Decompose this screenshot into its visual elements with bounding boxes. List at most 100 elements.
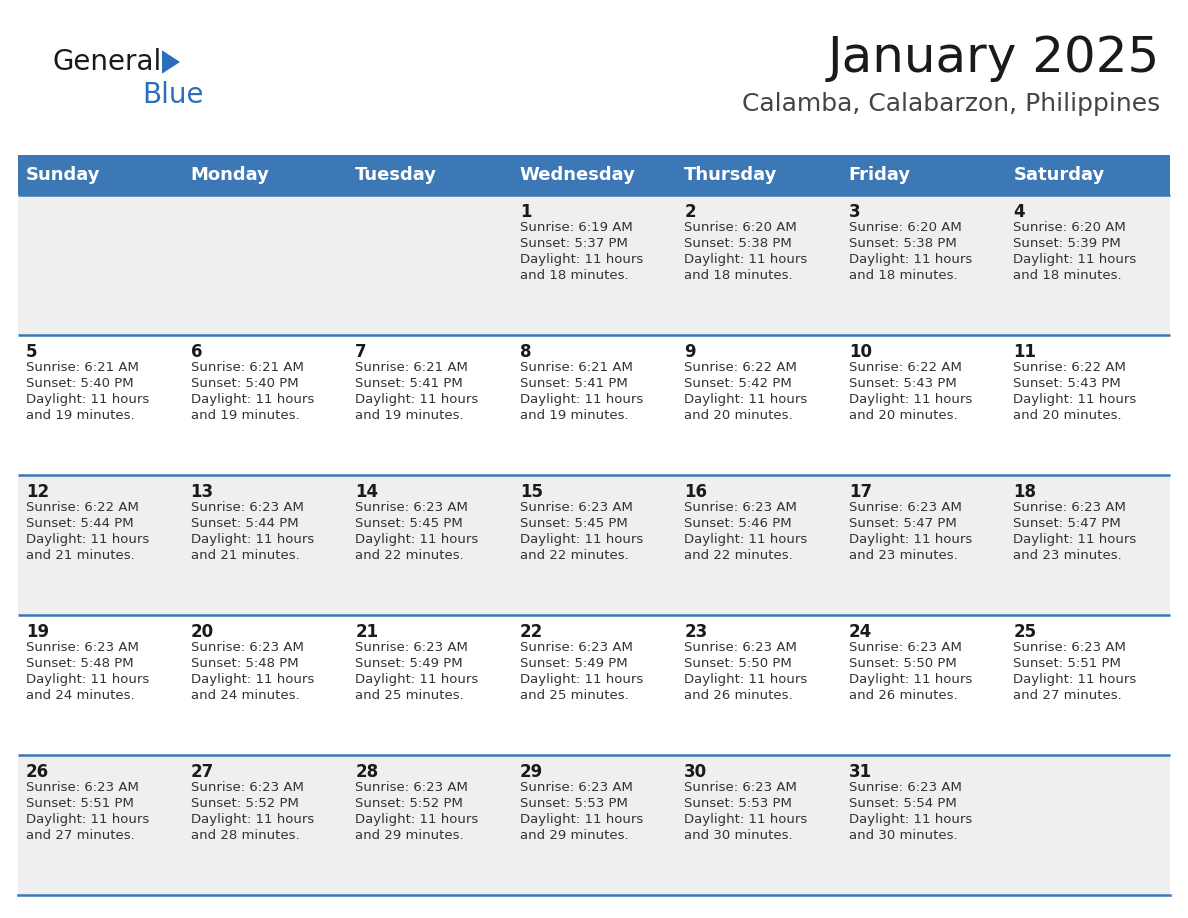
Text: Blue: Blue [143,81,203,109]
Text: Daylight: 11 hours: Daylight: 11 hours [190,813,314,826]
Text: Sunset: 5:54 PM: Sunset: 5:54 PM [849,797,956,810]
Text: Daylight: 11 hours: Daylight: 11 hours [849,533,972,546]
Text: Daylight: 11 hours: Daylight: 11 hours [355,533,479,546]
Text: Sunrise: 6:23 AM: Sunrise: 6:23 AM [519,781,632,794]
Text: Daylight: 11 hours: Daylight: 11 hours [849,393,972,406]
Text: Sunset: 5:40 PM: Sunset: 5:40 PM [26,377,133,390]
Text: and 19 minutes.: and 19 minutes. [190,409,299,422]
Text: Daylight: 11 hours: Daylight: 11 hours [355,673,479,686]
Text: Daylight: 11 hours: Daylight: 11 hours [26,533,150,546]
Text: Sunset: 5:52 PM: Sunset: 5:52 PM [190,797,298,810]
Text: Daylight: 11 hours: Daylight: 11 hours [1013,253,1137,266]
Text: Sunset: 5:50 PM: Sunset: 5:50 PM [849,657,956,670]
Text: Sunset: 5:51 PM: Sunset: 5:51 PM [26,797,134,810]
Text: 1: 1 [519,203,531,221]
Text: Wednesday: Wednesday [519,166,636,184]
Text: and 30 minutes.: and 30 minutes. [684,829,792,842]
Text: Sunset: 5:45 PM: Sunset: 5:45 PM [519,517,627,530]
Text: 2: 2 [684,203,696,221]
Text: and 20 minutes.: and 20 minutes. [849,409,958,422]
Text: and 18 minutes.: and 18 minutes. [684,269,792,282]
Text: 28: 28 [355,763,378,781]
Text: and 23 minutes.: and 23 minutes. [849,549,958,562]
Text: Daylight: 11 hours: Daylight: 11 hours [1013,673,1137,686]
Text: Sunset: 5:43 PM: Sunset: 5:43 PM [849,377,956,390]
Text: Sunrise: 6:22 AM: Sunrise: 6:22 AM [684,361,797,374]
Text: Sunday: Sunday [26,166,101,184]
Text: Sunset: 5:46 PM: Sunset: 5:46 PM [684,517,792,530]
Text: 23: 23 [684,623,708,641]
Text: Daylight: 11 hours: Daylight: 11 hours [849,253,972,266]
Text: and 24 minutes.: and 24 minutes. [26,689,134,702]
Text: 30: 30 [684,763,707,781]
Text: Daylight: 11 hours: Daylight: 11 hours [684,813,808,826]
Text: 7: 7 [355,343,367,361]
Text: Sunset: 5:50 PM: Sunset: 5:50 PM [684,657,792,670]
Text: Sunrise: 6:23 AM: Sunrise: 6:23 AM [849,641,962,654]
Text: 29: 29 [519,763,543,781]
Text: and 23 minutes.: and 23 minutes. [1013,549,1123,562]
Text: Sunrise: 6:23 AM: Sunrise: 6:23 AM [190,781,303,794]
Text: and 19 minutes.: and 19 minutes. [519,409,628,422]
Text: Sunset: 5:42 PM: Sunset: 5:42 PM [684,377,792,390]
Bar [676,155,841,195]
Text: 17: 17 [849,483,872,501]
Text: 14: 14 [355,483,378,501]
Text: Daylight: 11 hours: Daylight: 11 hours [26,393,150,406]
Text: Saturday: Saturday [1013,166,1105,184]
Text: Sunrise: 6:22 AM: Sunrise: 6:22 AM [1013,361,1126,374]
Text: Sunrise: 6:20 AM: Sunrise: 6:20 AM [684,221,797,234]
Text: Sunset: 5:51 PM: Sunset: 5:51 PM [1013,657,1121,670]
Text: and 18 minutes.: and 18 minutes. [1013,269,1121,282]
Text: Daylight: 11 hours: Daylight: 11 hours [1013,393,1137,406]
Text: Daylight: 11 hours: Daylight: 11 hours [519,393,643,406]
Text: Daylight: 11 hours: Daylight: 11 hours [849,813,972,826]
Bar [18,615,1170,755]
Text: and 30 minutes.: and 30 minutes. [849,829,958,842]
Text: Daylight: 11 hours: Daylight: 11 hours [190,393,314,406]
Text: Sunrise: 6:23 AM: Sunrise: 6:23 AM [190,501,303,514]
Bar [347,155,512,195]
Text: Monday: Monday [190,166,270,184]
Text: and 18 minutes.: and 18 minutes. [849,269,958,282]
Text: Sunrise: 6:23 AM: Sunrise: 6:23 AM [355,781,468,794]
Text: Sunrise: 6:23 AM: Sunrise: 6:23 AM [849,781,962,794]
Text: 19: 19 [26,623,49,641]
Bar [18,475,1170,615]
Text: and 27 minutes.: and 27 minutes. [26,829,134,842]
Text: General: General [52,48,162,76]
Text: Sunrise: 6:21 AM: Sunrise: 6:21 AM [26,361,139,374]
Text: Sunrise: 6:23 AM: Sunrise: 6:23 AM [519,501,632,514]
Text: and 22 minutes.: and 22 minutes. [684,549,794,562]
Text: Sunrise: 6:23 AM: Sunrise: 6:23 AM [849,501,962,514]
Text: and 19 minutes.: and 19 minutes. [26,409,134,422]
Text: Daylight: 11 hours: Daylight: 11 hours [519,253,643,266]
Text: Sunset: 5:44 PM: Sunset: 5:44 PM [26,517,133,530]
Text: Daylight: 11 hours: Daylight: 11 hours [519,533,643,546]
Text: Daylight: 11 hours: Daylight: 11 hours [519,673,643,686]
Text: Sunset: 5:41 PM: Sunset: 5:41 PM [519,377,627,390]
Text: Daylight: 11 hours: Daylight: 11 hours [1013,533,1137,546]
Text: 18: 18 [1013,483,1036,501]
Text: Sunrise: 6:19 AM: Sunrise: 6:19 AM [519,221,632,234]
Polygon shape [162,50,181,73]
Text: Daylight: 11 hours: Daylight: 11 hours [26,813,150,826]
Text: Sunrise: 6:20 AM: Sunrise: 6:20 AM [1013,221,1126,234]
Text: and 26 minutes.: and 26 minutes. [684,689,792,702]
Text: Tuesday: Tuesday [355,166,437,184]
Bar [1005,155,1170,195]
Text: Sunset: 5:47 PM: Sunset: 5:47 PM [1013,517,1121,530]
Text: Sunrise: 6:21 AM: Sunrise: 6:21 AM [519,361,632,374]
Text: Sunset: 5:45 PM: Sunset: 5:45 PM [355,517,463,530]
Text: 12: 12 [26,483,49,501]
Text: 27: 27 [190,763,214,781]
Text: and 28 minutes.: and 28 minutes. [190,829,299,842]
Text: Daylight: 11 hours: Daylight: 11 hours [190,673,314,686]
Text: January 2025: January 2025 [828,34,1159,82]
Text: Sunrise: 6:23 AM: Sunrise: 6:23 AM [684,501,797,514]
Text: Sunset: 5:43 PM: Sunset: 5:43 PM [1013,377,1121,390]
Text: and 22 minutes.: and 22 minutes. [519,549,628,562]
Text: 16: 16 [684,483,707,501]
Text: and 20 minutes.: and 20 minutes. [1013,409,1121,422]
Text: Sunset: 5:38 PM: Sunset: 5:38 PM [684,237,792,250]
